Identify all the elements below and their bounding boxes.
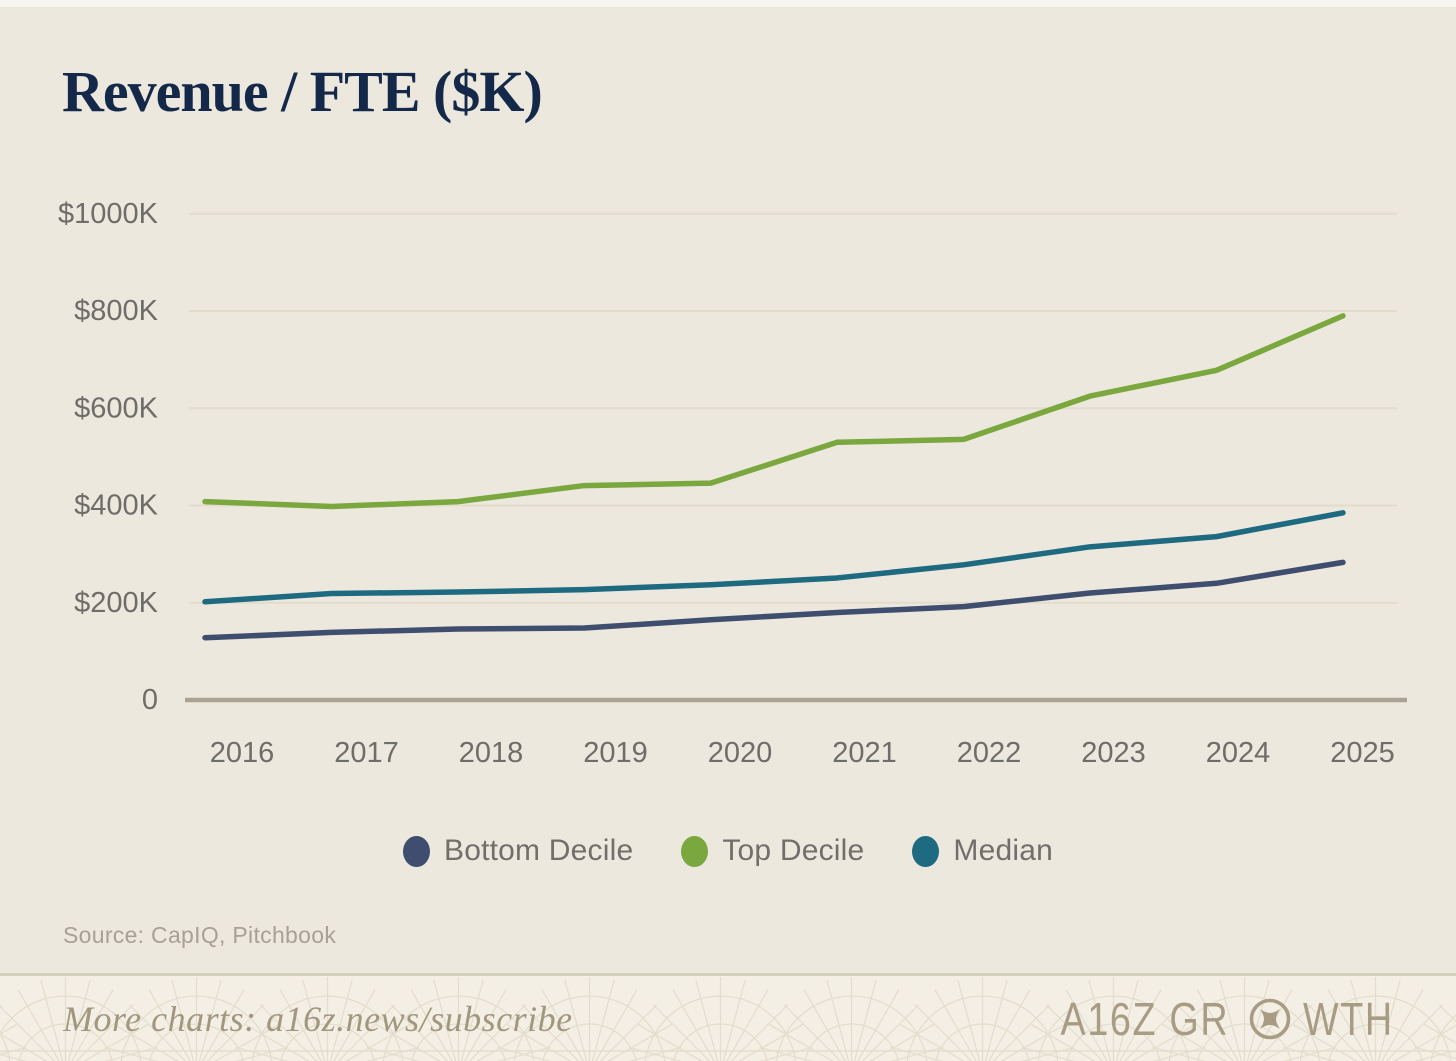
compass-star-o-icon bbox=[1249, 998, 1291, 1039]
legend-item: Median bbox=[912, 834, 1053, 868]
legend: Bottom Decile Top Decile Median bbox=[0, 834, 1456, 868]
logo-text-prefix: A16Z GR bbox=[1060, 992, 1229, 1045]
x-tick-label: 2018 bbox=[459, 737, 524, 769]
legend-swatch bbox=[912, 835, 940, 867]
x-tick-label: 2019 bbox=[583, 737, 648, 769]
top-edge-strip bbox=[0, 0, 1456, 7]
chart-title: Revenue / FTE ($K) bbox=[62, 59, 543, 124]
y-tick-label: $600K bbox=[74, 392, 159, 424]
series-line-top-decile bbox=[202, 313, 1346, 510]
x-tick-label: 2025 bbox=[1330, 737, 1395, 769]
y-tick-label: $400K bbox=[74, 490, 159, 522]
series-line-median bbox=[202, 510, 1346, 605]
subscribe-link-text[interactable]: More charts: a16z.news/subscribe bbox=[63, 998, 573, 1039]
x-tick-label: 2024 bbox=[1206, 737, 1271, 769]
legend-label: Top Decile bbox=[722, 834, 865, 867]
x-tick-label: 2017 bbox=[334, 737, 399, 769]
art-deco-fan-pattern bbox=[0, 977, 1456, 1061]
x-tick-label: 2023 bbox=[1081, 737, 1146, 769]
x-tick-label: 2021 bbox=[832, 737, 897, 769]
x-tick-label: 2020 bbox=[708, 737, 773, 769]
legend-item: Top Decile bbox=[681, 834, 864, 868]
x-tick-label: 2022 bbox=[957, 737, 1022, 769]
y-tick-label: $800K bbox=[74, 295, 159, 327]
source-note: Source: CapIQ, Pitchbook bbox=[63, 922, 337, 948]
y-tick-label: 0 bbox=[142, 684, 158, 716]
x-tick-label: 2016 bbox=[210, 737, 275, 769]
legend-swatch bbox=[681, 835, 709, 867]
y-tick-label: $1000K bbox=[58, 198, 159, 230]
legend-label: Bottom Decile bbox=[443, 834, 634, 867]
series-line-bottom-decile bbox=[202, 559, 1346, 641]
legend-item: Bottom Decile bbox=[402, 834, 634, 868]
legend-label: Median bbox=[953, 834, 1053, 867]
y-tick-label: $200K bbox=[74, 587, 159, 619]
legend-swatch bbox=[402, 835, 430, 867]
fan-pattern-group bbox=[0, 977, 1456, 1061]
logo-text-suffix: WTH bbox=[1303, 992, 1395, 1045]
a16z-growth-logo: A16Z GR WTH bbox=[1042, 992, 1404, 1046]
footer-band: More charts: a16z.news/subscribe A16Z GR… bbox=[0, 973, 1456, 1061]
